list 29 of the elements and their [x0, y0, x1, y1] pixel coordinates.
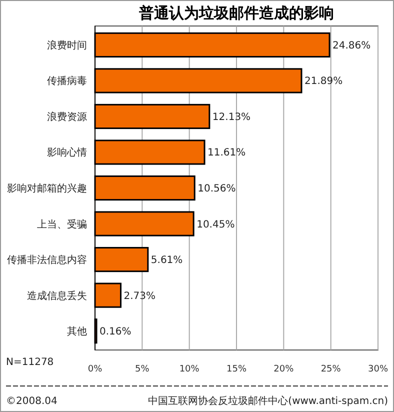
text: ©2008.04 [6, 396, 58, 407]
y-tick-label: 浪费时间 [47, 39, 87, 52]
x-tick-label: 5% [135, 364, 150, 374]
data-label: 2.73% [124, 290, 156, 302]
data-label: 0.16% [100, 326, 132, 338]
y-tick-label: 上当、受骗 [37, 218, 87, 230]
y-tick-label: 影响心情 [47, 146, 87, 159]
y-tick-label: 传播非法信息内容 [7, 254, 87, 266]
data-label: 21.89% [304, 76, 343, 88]
data-label: 5.61% [150, 255, 183, 266]
chart-title: 普通认为垃圾邮件造成的影响 [138, 4, 334, 22]
x-tick-label: 30% [368, 364, 388, 374]
y-tick-label: 浪费资源 [47, 110, 87, 123]
x-tick-label: 25% [320, 364, 342, 374]
x-tick-label: 15% [226, 364, 247, 374]
data-label: 11.61% [208, 148, 246, 159]
data-label: 10.56% [198, 184, 236, 194]
data-label: 10.45% [196, 219, 235, 230]
y-tick-label: 传播病毒 [47, 75, 87, 88]
data-label: 12.13% [212, 112, 251, 123]
y-tick-label: 造成信息丢失 [27, 290, 87, 302]
x-tick-label: 0% [88, 364, 103, 374]
text: 中国互联网协会反垃圾邮件中心(www.anti-spam.cn) [148, 395, 388, 407]
y-tick-label: 其他 [67, 326, 87, 338]
x-tick-label: 10% [179, 364, 200, 374]
text: N=11278 [6, 357, 54, 368]
y-tick-label: 影响对邮箱的兴趣 [7, 182, 87, 194]
data-label: 24.86% [332, 40, 371, 52]
x-tick-label: 20% [274, 364, 294, 374]
